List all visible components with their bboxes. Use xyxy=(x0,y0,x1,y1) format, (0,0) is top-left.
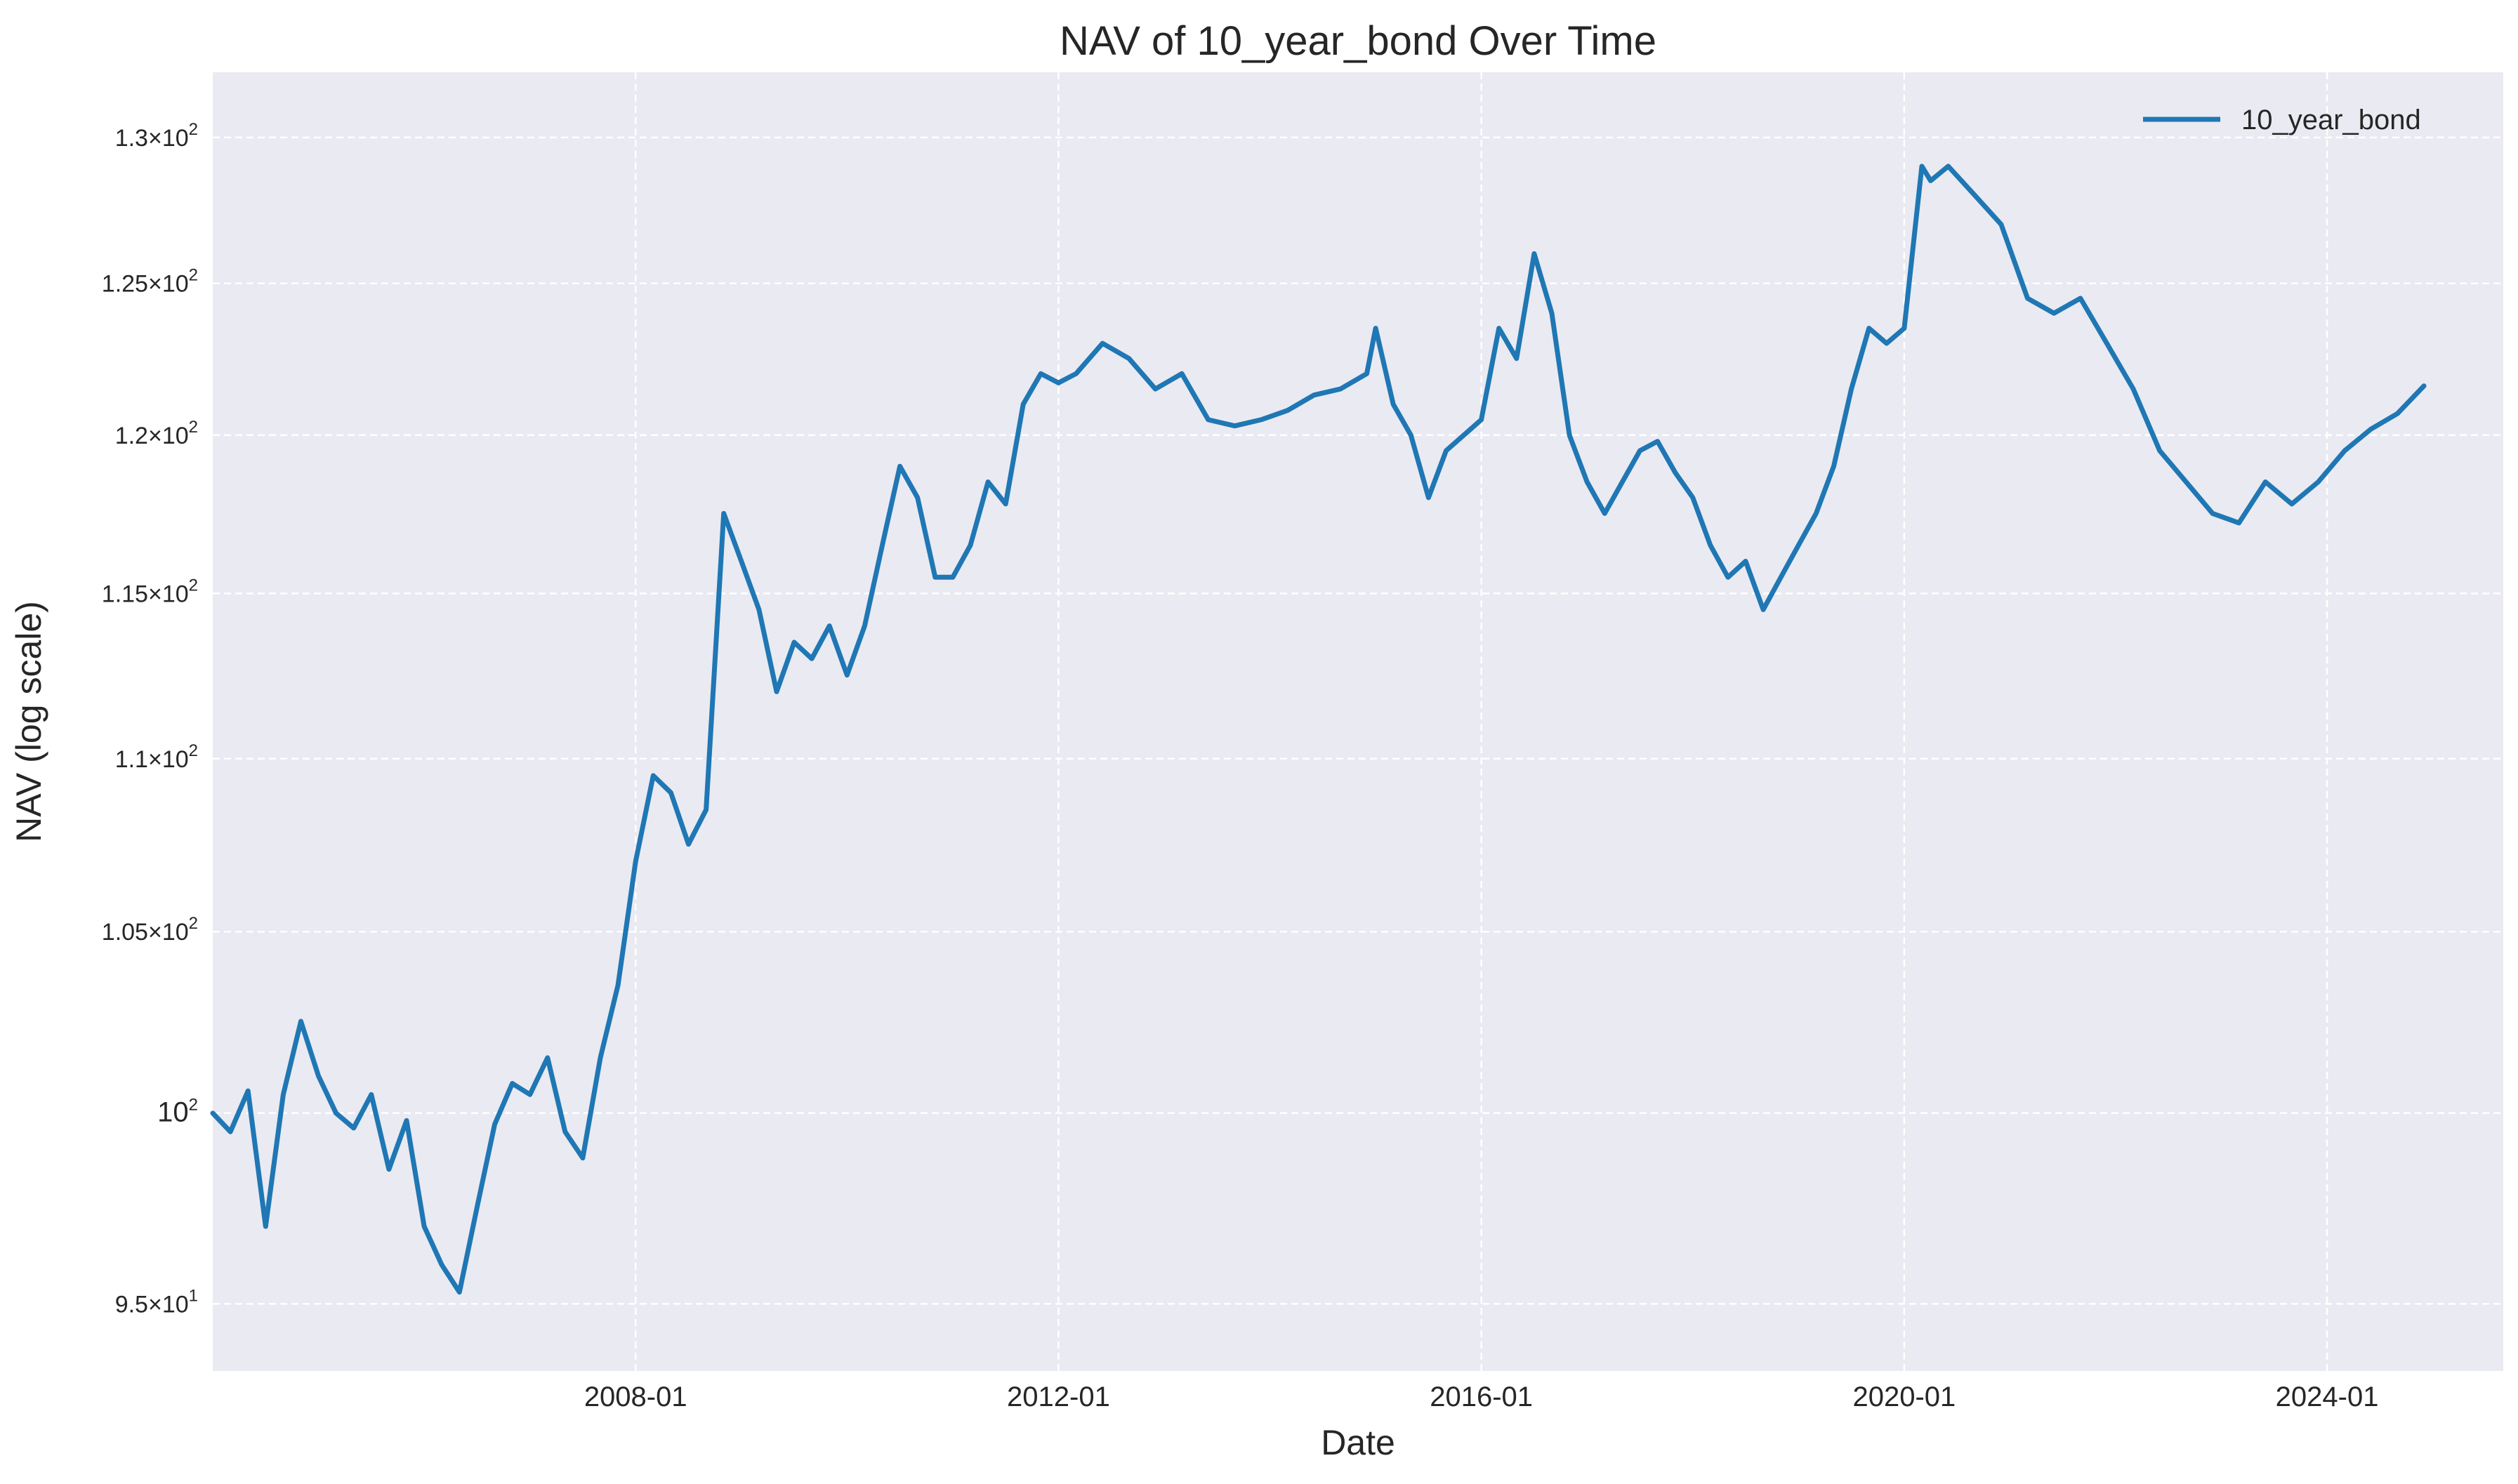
series-line-10_year_bond xyxy=(210,164,2427,1295)
plot-background xyxy=(213,72,2503,1371)
x-tick-label: 2024-01 xyxy=(2276,1382,2379,1412)
y-tick-label: 1.25×102 xyxy=(102,266,198,298)
y-tick-label: 102 xyxy=(157,1096,198,1128)
y-axis-label: NAV (log scale) xyxy=(9,601,48,842)
chart-title: NAV of 10_year_bond Over Time xyxy=(1060,18,1656,64)
legend-label: 10_year_bond xyxy=(2241,105,2421,135)
x-axis-label: Date xyxy=(1321,1423,1395,1462)
y-tick-label: 1.15×102 xyxy=(102,576,198,607)
series-layer xyxy=(210,164,2427,1295)
x-tick-label: 2008-01 xyxy=(584,1382,687,1412)
y-tick-label: 1.1×102 xyxy=(115,741,198,773)
x-tick-label: 2016-01 xyxy=(1430,1382,1533,1412)
y-tick-label: 9.5×101 xyxy=(115,1286,198,1318)
y-tick-labels: 9.5×101 102 1.05×102 1.1×102 1.15×102 1.2×102… xyxy=(102,120,198,1318)
y-tick-label: 1.3×102 xyxy=(115,120,198,152)
y-tick-label: 1.05×102 xyxy=(102,914,198,946)
x-tick-label: 2020-01 xyxy=(1852,1382,1956,1412)
x-tick-labels: 2008-01 2012-01 2016-01 2020-01 2024-01 xyxy=(584,1382,2379,1412)
y-tick-label: 1.2×102 xyxy=(115,418,198,449)
grid-lines xyxy=(213,72,2503,1371)
x-tick-label: 2012-01 xyxy=(1007,1382,1110,1412)
legend: 10_year_bond xyxy=(2143,105,2421,135)
